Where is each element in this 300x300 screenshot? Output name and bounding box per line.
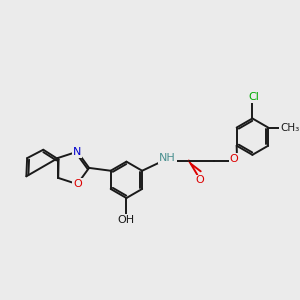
- Text: O: O: [195, 176, 204, 185]
- Text: N: N: [73, 147, 82, 157]
- Text: CH₃: CH₃: [280, 123, 299, 133]
- Text: Cl: Cl: [248, 92, 259, 102]
- Text: NH: NH: [159, 153, 176, 163]
- Text: O: O: [73, 179, 82, 189]
- Text: O: O: [230, 154, 239, 164]
- Text: OH: OH: [118, 214, 135, 225]
